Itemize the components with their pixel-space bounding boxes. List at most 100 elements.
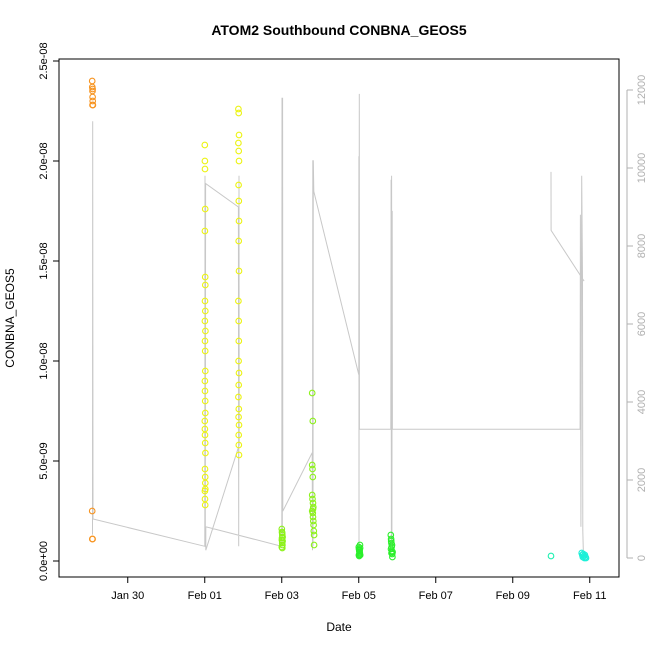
- y-axis-label: CONBNA_GEOS5: [3, 268, 17, 368]
- data-point: [310, 527, 318, 535]
- data-point: [308, 389, 316, 397]
- data-point: [309, 495, 316, 503]
- data-point: [235, 147, 243, 155]
- x-tick-label: Feb 03: [265, 590, 299, 602]
- data-point: [309, 509, 317, 517]
- x-tick-label: Feb 07: [419, 590, 453, 602]
- data-point: [235, 267, 243, 275]
- x-tick-label: Feb 09: [496, 590, 530, 602]
- data-point: [201, 387, 209, 395]
- data-point: [235, 413, 242, 421]
- data-point: [235, 357, 242, 365]
- series-group: [278, 389, 318, 552]
- data-point: [89, 535, 96, 543]
- data-point: [389, 548, 396, 556]
- y-tick-label: 2.5e-08: [38, 42, 50, 79]
- x-tick-label: Feb 05: [342, 590, 376, 602]
- data-point: [356, 544, 364, 552]
- data-point: [202, 449, 209, 457]
- data-point: [309, 517, 317, 525]
- data-point: [235, 393, 242, 401]
- secondary-y-axis: 0 2000 4000 6000 8000 10000 12000: [626, 75, 648, 561]
- data-point: [201, 141, 209, 149]
- data-point: [201, 409, 209, 417]
- data-point: [235, 381, 243, 389]
- data-point: [201, 165, 209, 173]
- series-group: [201, 105, 243, 509]
- data-point: [388, 541, 396, 549]
- y2-tick-label: 2000: [636, 468, 648, 492]
- data-point: [235, 139, 242, 147]
- plot-frame: [58, 58, 620, 578]
- data-point: [201, 431, 209, 439]
- data-point: [310, 521, 317, 529]
- y2-tick-label: 6000: [636, 312, 648, 336]
- secondary-line-layer: [92, 93, 585, 551]
- data-point: [388, 549, 395, 557]
- data-point: [201, 281, 209, 289]
- data-point: [201, 307, 209, 315]
- series-group: [578, 549, 590, 562]
- data-point: [278, 534, 286, 542]
- data-point: [389, 553, 396, 561]
- data-point: [201, 227, 209, 235]
- data-point: [387, 537, 395, 545]
- data-point: [201, 205, 209, 213]
- data-point: [89, 97, 97, 105]
- series-group: [88, 77, 97, 543]
- data-point: [235, 369, 243, 377]
- data-point: [201, 397, 209, 405]
- y-tick-label: 5.0e-09: [38, 442, 50, 479]
- data-point: [201, 465, 209, 473]
- data-point: [201, 337, 209, 345]
- data-point: [235, 451, 243, 459]
- data-point: [310, 531, 318, 539]
- data-point: [201, 273, 209, 281]
- y-axis: 0.0e+00 5.0e-09 1.0e-08 1.5e-08 2.0e-08 2.5e-…: [38, 42, 59, 581]
- data-point: [235, 297, 242, 305]
- data-point: [235, 109, 243, 117]
- secondary-series-line: [92, 93, 584, 551]
- series-group: [355, 531, 396, 561]
- data-point: [201, 377, 209, 385]
- data-point: [278, 536, 286, 544]
- data-point: [356, 551, 364, 559]
- data-point: [235, 441, 243, 449]
- y-tick-label: 0.0e+00: [38, 541, 50, 581]
- secondary-series-line: [550, 171, 585, 282]
- data-point: [201, 485, 209, 493]
- y-tick-label: 2.0e-08: [38, 142, 50, 179]
- data-point: [201, 317, 209, 325]
- data-point: [235, 337, 243, 345]
- data-point: [279, 537, 286, 545]
- data-point: [235, 217, 243, 225]
- y-tick-label: 1.5e-08: [38, 242, 50, 279]
- x-tick-label: Jan 30: [111, 590, 144, 602]
- x-axis-label: Date: [326, 620, 352, 634]
- data-point: [235, 237, 243, 245]
- data-point: [235, 105, 242, 113]
- data-point: [235, 421, 243, 429]
- data-point: [309, 473, 317, 481]
- data-point: [582, 554, 590, 562]
- data-point: [88, 507, 96, 515]
- data-point: [88, 77, 96, 85]
- data-point: [235, 157, 243, 165]
- data-point: [202, 327, 209, 335]
- y2-tick-label: 8000: [636, 234, 648, 258]
- scatter-points-layer: [88, 77, 590, 562]
- data-point: [278, 544, 286, 552]
- data-point: [356, 541, 364, 549]
- x-tick-label: Feb 01: [188, 590, 222, 602]
- data-point: [308, 461, 316, 469]
- data-point: [201, 347, 209, 355]
- y2-tick-label: 12000: [636, 75, 648, 106]
- y2-tick-label: 0: [636, 555, 648, 561]
- data-point: [309, 417, 317, 425]
- data-point: [201, 297, 209, 305]
- y2-tick-label: 10000: [636, 153, 648, 184]
- x-axis: Jan 30 Feb 01 Feb 03 Feb 05 Feb 07 Feb 09 Feb …: [111, 577, 606, 602]
- data-point: [309, 465, 316, 473]
- chart-title: ATOM2 Southbound CONBNA_GEOS5: [211, 22, 467, 38]
